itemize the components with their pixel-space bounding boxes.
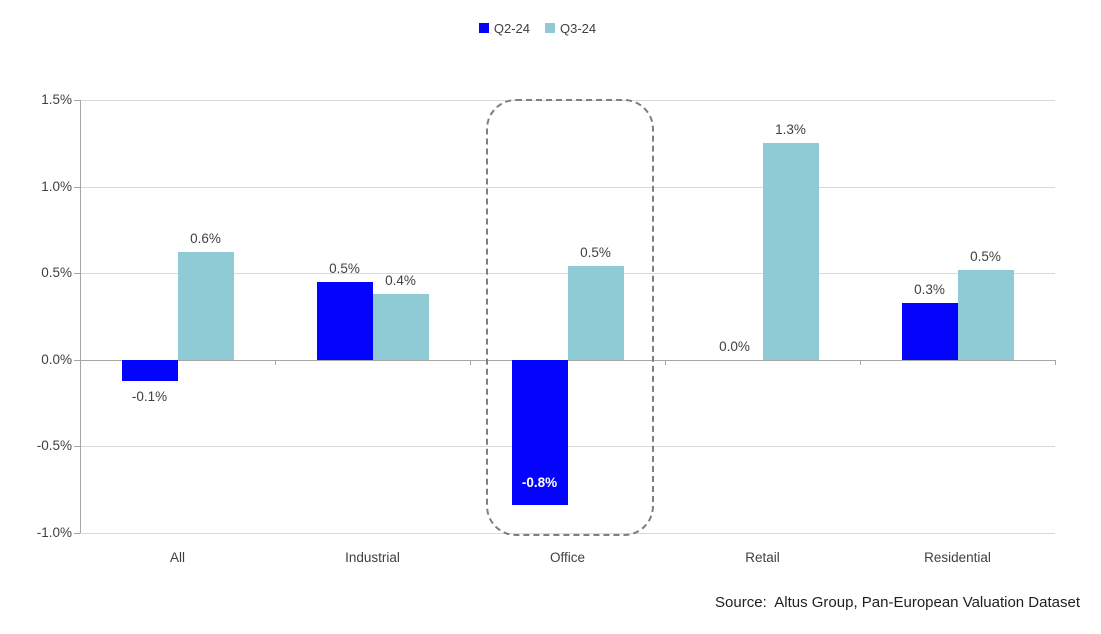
data-label-q2-24-office: -0.8% — [521, 475, 558, 491]
chart-legend: Q2-24 Q3-24 — [0, 19, 1075, 37]
legend-item-q2-24: Q2-24 — [478, 20, 530, 36]
y-axis-tick — [74, 533, 80, 534]
legend-label: Q2-24 — [493, 20, 530, 36]
y-axis-tick-label: 0.0% — [41, 351, 72, 367]
bar-q3-24-retail — [762, 143, 819, 360]
y-axis-tick — [74, 186, 80, 188]
y-axis-tick — [74, 273, 80, 275]
legend-swatch-icon — [545, 23, 555, 33]
office-highlight-box — [486, 99, 654, 536]
y-axis-tick-label: 0.5% — [41, 265, 72, 281]
legend-swatch-icon — [478, 23, 489, 33]
y-axis-tick-label: 1.5% — [41, 92, 72, 107]
source-attribution: Source: Altus Group, Pan-European Valuat… — [715, 594, 1080, 611]
y-axis-tick — [74, 100, 80, 101]
legend-label: Q3-24 — [560, 20, 597, 36]
legend-item-q3-24: Q3-24 — [545, 21, 596, 36]
category-label-industrial: Industrial — [345, 550, 400, 565]
bar-q2-24-industrial — [316, 281, 373, 360]
data-label-q2-24-residential: 0.3% — [914, 281, 945, 297]
data-label-q3-24-residential: 0.5% — [970, 248, 1001, 264]
gridline — [80, 446, 1055, 448]
category-label-all: All — [169, 550, 185, 565]
y-axis-tick-label: 1.0% — [41, 178, 72, 194]
category-axis-tick — [275, 359, 276, 365]
bar-q2-24-residential — [901, 302, 958, 360]
bar-q3-24-all — [177, 252, 234, 360]
category-axis-tick — [470, 359, 471, 365]
data-label-q2-24-retail: 0.0% — [719, 338, 750, 354]
gridline — [80, 533, 1055, 534]
data-label-q3-24-all: 0.6% — [190, 231, 221, 247]
data-label-q3-24-industrial: 0.4% — [385, 272, 416, 288]
y-axis-tick-label: -1.0% — [36, 525, 72, 540]
category-label-retail: Retail — [745, 550, 780, 565]
plot-area: -0.1% 0.6% 0.5% 0.4% -0.8% 0.5% 0.0% 1.3% 0.3% 0.… — [74, 100, 1056, 534]
y-axis-tick — [74, 446, 80, 448]
bar-q3-24-office — [567, 266, 624, 360]
category-label-residential: Residential — [924, 550, 991, 565]
bar-q3-24-industrial — [372, 293, 429, 360]
category-axis-tick — [665, 359, 666, 365]
gridline — [80, 186, 1055, 188]
category-axis-tick — [80, 359, 81, 365]
bar-q3-24-residential — [957, 269, 1014, 360]
y-axis-tick-label: -0.5% — [36, 438, 72, 454]
bar-q2-24-all — [121, 359, 178, 381]
y-axis-tick — [74, 359, 80, 361]
data-label-q2-24-all: -0.1% — [131, 388, 168, 404]
category-label-office: Office — [549, 550, 585, 565]
data-label-q3-24-office: 0.5% — [580, 245, 611, 261]
data-label-q2-24-industrial: 0.5% — [329, 260, 360, 276]
data-label-q3-24-retail: 1.3% — [775, 122, 806, 138]
category-axis-tick — [1055, 359, 1056, 365]
y-axis-line — [80, 100, 81, 533]
category-axis-tick — [860, 359, 861, 365]
gridline — [80, 359, 1055, 361]
bar-q2-24-office — [511, 359, 568, 506]
